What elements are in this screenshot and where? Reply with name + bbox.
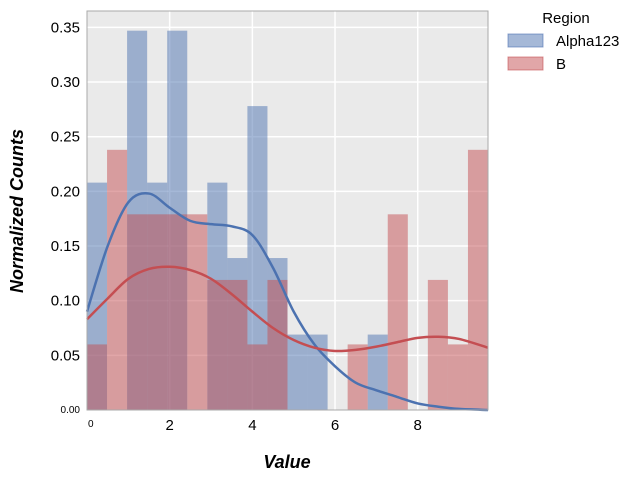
histogram-bar-b bbox=[207, 279, 228, 410]
kde-curves bbox=[85, 192, 489, 412]
y-tick-label: 0.15 bbox=[51, 238, 80, 255]
x-tick-label: 0 bbox=[88, 419, 94, 430]
x-tick-label: 6 bbox=[331, 417, 339, 434]
y-tick-label: 0.35 bbox=[51, 19, 80, 36]
histogram-bar-alpha123 bbox=[247, 106, 268, 410]
histogram-bar-b bbox=[427, 279, 448, 410]
legend-swatch-b bbox=[507, 56, 544, 71]
histogram-bar-b bbox=[167, 214, 188, 410]
legend-label-alpha123: Alpha123 bbox=[556, 33, 619, 50]
x-axis-label: Value bbox=[263, 452, 310, 472]
x-tick-label: 8 bbox=[414, 417, 422, 434]
histogram-bar-b bbox=[187, 214, 208, 410]
histogram-bar-b bbox=[87, 344, 108, 410]
histogram-bar-b bbox=[267, 279, 288, 410]
histogram-bar-b bbox=[447, 344, 468, 410]
plot-border bbox=[86, 10, 489, 411]
x-tick-label: 4 bbox=[248, 417, 256, 434]
histogram-bar-b bbox=[387, 214, 408, 410]
histogram-bar-b bbox=[227, 279, 248, 410]
y-tick-label: 0.05 bbox=[51, 347, 80, 364]
y-tick-label: 0.25 bbox=[51, 129, 80, 146]
histogram-bar-b bbox=[147, 214, 168, 410]
legend-swatch-alpha123 bbox=[507, 33, 544, 48]
y-tick-label: 0.00 bbox=[61, 405, 81, 416]
histogram-bar-b bbox=[107, 149, 128, 410]
x-tick-label: 2 bbox=[166, 417, 174, 434]
y-tick-label: 0.20 bbox=[51, 183, 80, 200]
histogram-bar-b bbox=[467, 149, 488, 410]
y-tick-label: 0.10 bbox=[51, 293, 80, 310]
histogram-bar-b bbox=[247, 344, 268, 410]
histogram-bar-b bbox=[127, 214, 148, 410]
histogram-bar-b bbox=[347, 344, 368, 410]
legend-title: Region bbox=[542, 10, 590, 27]
kde-line-b bbox=[86, 265, 489, 353]
kde-line-alpha123 bbox=[85, 192, 489, 412]
legend: Region Alpha123 B bbox=[507, 10, 619, 73]
legend-label-b: B bbox=[556, 56, 566, 73]
y-tick-label: 0.30 bbox=[51, 74, 80, 91]
histogram-bar-alpha123 bbox=[287, 334, 308, 410]
y-axis-label: Normalized Counts bbox=[7, 129, 27, 293]
y-axis-ticks: 0.00 0.05 0.10 0.15 0.20 0.25 0.30 0.35 bbox=[51, 19, 81, 416]
x-axis-ticks: 0 2 4 6 8 bbox=[88, 417, 422, 434]
